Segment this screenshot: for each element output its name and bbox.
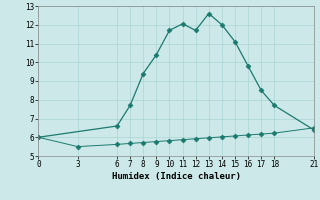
X-axis label: Humidex (Indice chaleur): Humidex (Indice chaleur) xyxy=(111,172,241,181)
